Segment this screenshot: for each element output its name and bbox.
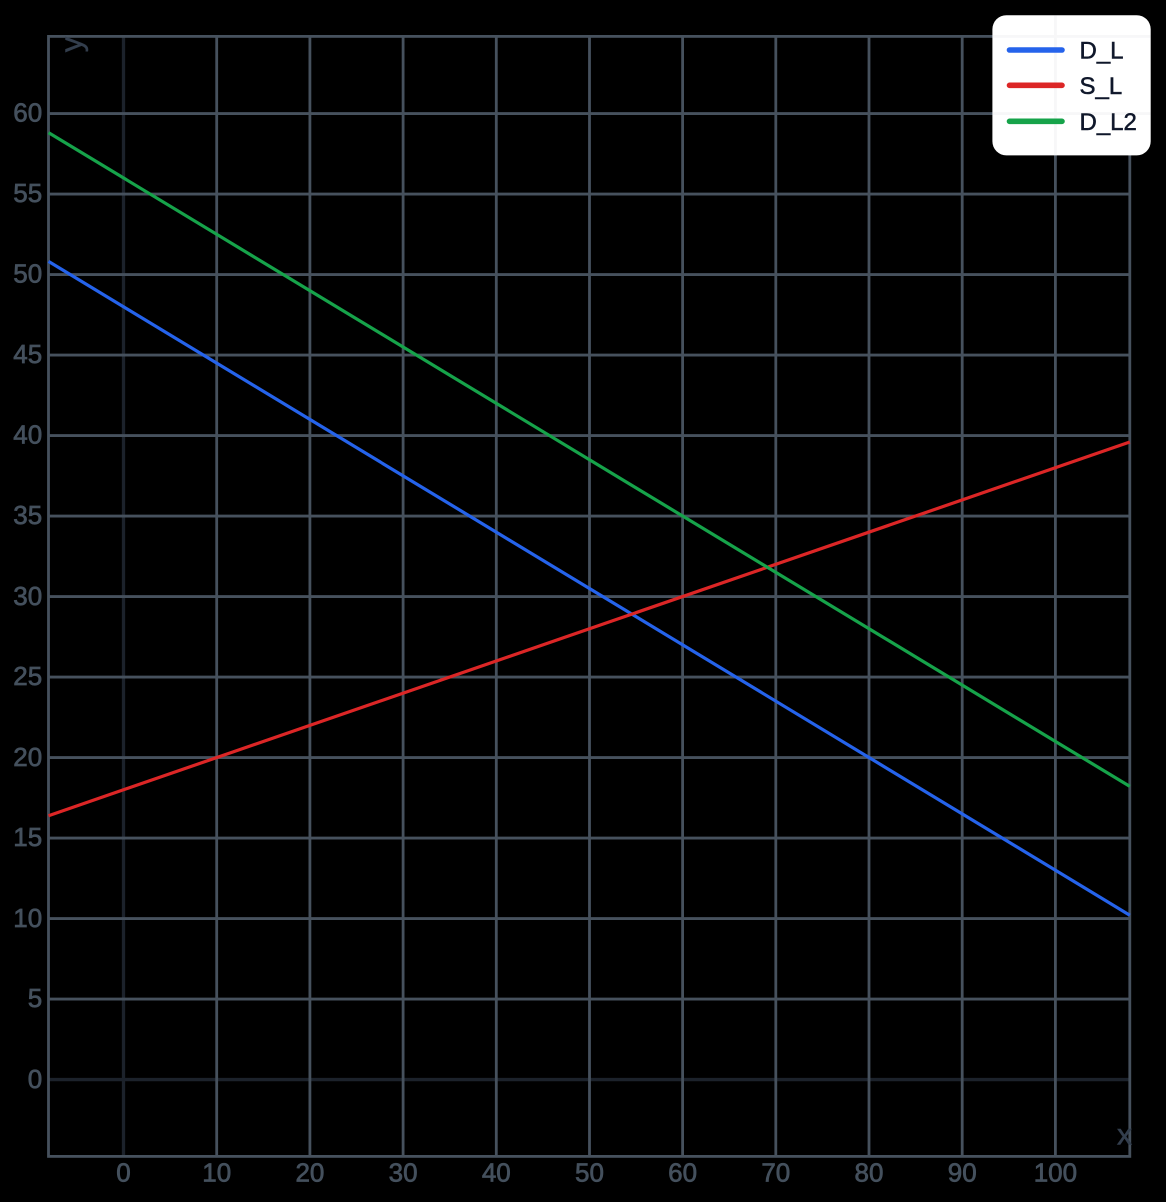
svg-text:40: 40 [13, 420, 42, 450]
svg-text:55: 55 [13, 178, 42, 208]
svg-text:0: 0 [28, 1064, 42, 1094]
svg-text:D_L: D_L [1080, 38, 1124, 65]
svg-text:20: 20 [295, 1157, 324, 1187]
svg-text:100: 100 [1034, 1157, 1077, 1187]
svg-text:20: 20 [13, 742, 42, 772]
svg-text:0: 0 [116, 1157, 130, 1187]
svg-text:90: 90 [948, 1157, 977, 1187]
svg-text:D_L2: D_L2 [1080, 109, 1137, 136]
svg-text:30: 30 [389, 1157, 418, 1187]
svg-text:x: x [1117, 1119, 1132, 1152]
svg-text:25: 25 [13, 661, 42, 691]
svg-text:5: 5 [28, 983, 42, 1013]
svg-text:10: 10 [202, 1157, 231, 1187]
svg-text:70: 70 [761, 1157, 790, 1187]
svg-text:40: 40 [482, 1157, 511, 1187]
svg-text:50: 50 [575, 1157, 604, 1187]
svg-text:45: 45 [13, 339, 42, 369]
svg-text:60: 60 [668, 1157, 697, 1187]
svg-text:50: 50 [13, 259, 42, 289]
svg-text:35: 35 [13, 500, 42, 530]
svg-text:60: 60 [13, 98, 42, 128]
svg-text:80: 80 [855, 1157, 884, 1187]
svg-text:S_L: S_L [1080, 73, 1123, 100]
svg-text:15: 15 [13, 822, 42, 852]
svg-text:y: y [54, 36, 89, 52]
svg-text:10: 10 [13, 903, 42, 933]
svg-text:30: 30 [13, 581, 42, 611]
